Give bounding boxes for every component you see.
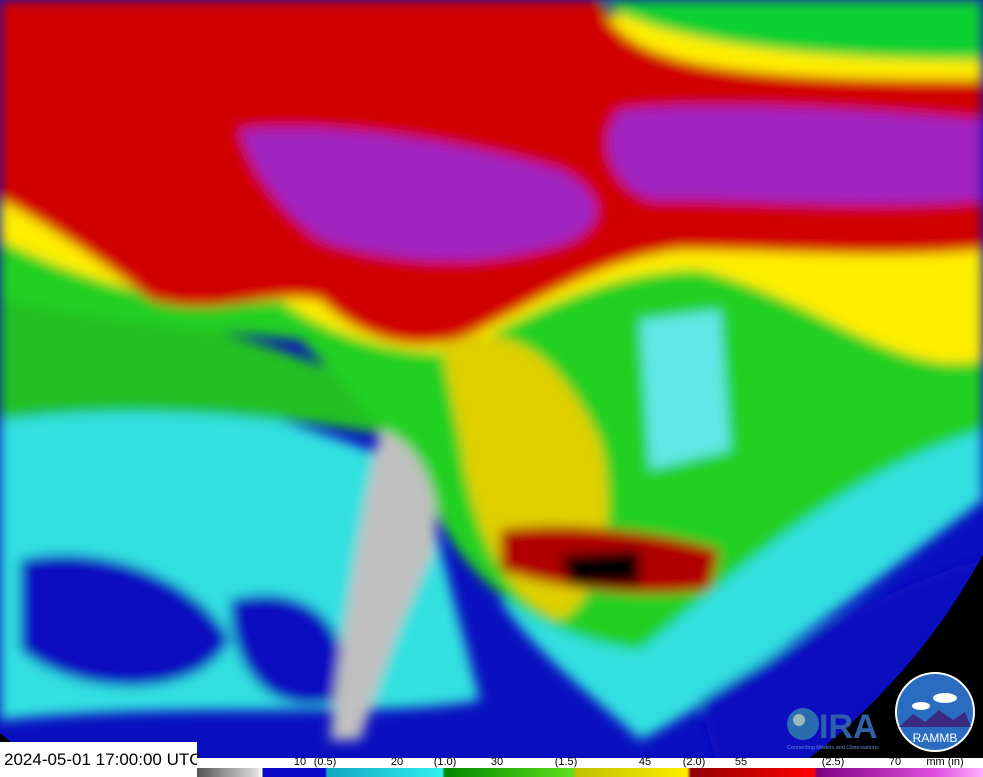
legend-label: (1.5) bbox=[554, 756, 578, 768]
timestamp-label: 2024-05-01 17:00:00 UTC bbox=[0, 742, 202, 777]
legend-label: 55 bbox=[734, 756, 748, 768]
legend-label: (1.0) bbox=[433, 756, 457, 768]
legend-label: 20 bbox=[390, 756, 404, 768]
legend-label: (2.5) bbox=[821, 756, 845, 768]
legend-label: (2.0) bbox=[682, 756, 706, 768]
color-legend: 10 (0.5) 20 (1.0) 30 (1.5) 45 (2.0) 55 (… bbox=[197, 756, 983, 777]
cira-logo: IRA Connecting Models and Observations bbox=[785, 702, 895, 752]
svg-text:IRA: IRA bbox=[819, 708, 878, 746]
legend-label: 30 bbox=[490, 756, 504, 768]
legend-label: mm (in) bbox=[926, 756, 964, 768]
legend-label: 10 bbox=[293, 756, 307, 768]
legend-label: 70 bbox=[888, 756, 902, 768]
legend-label: 45 bbox=[638, 756, 652, 768]
svg-text:Connecting Models and Observat: Connecting Models and Observations bbox=[787, 745, 879, 751]
legend-label: (0.5) bbox=[313, 756, 337, 768]
legend-color-bar bbox=[197, 768, 983, 777]
svg-text:RAMMB: RAMMB bbox=[913, 731, 958, 745]
rammb-logo: RAMMB bbox=[893, 672, 977, 752]
